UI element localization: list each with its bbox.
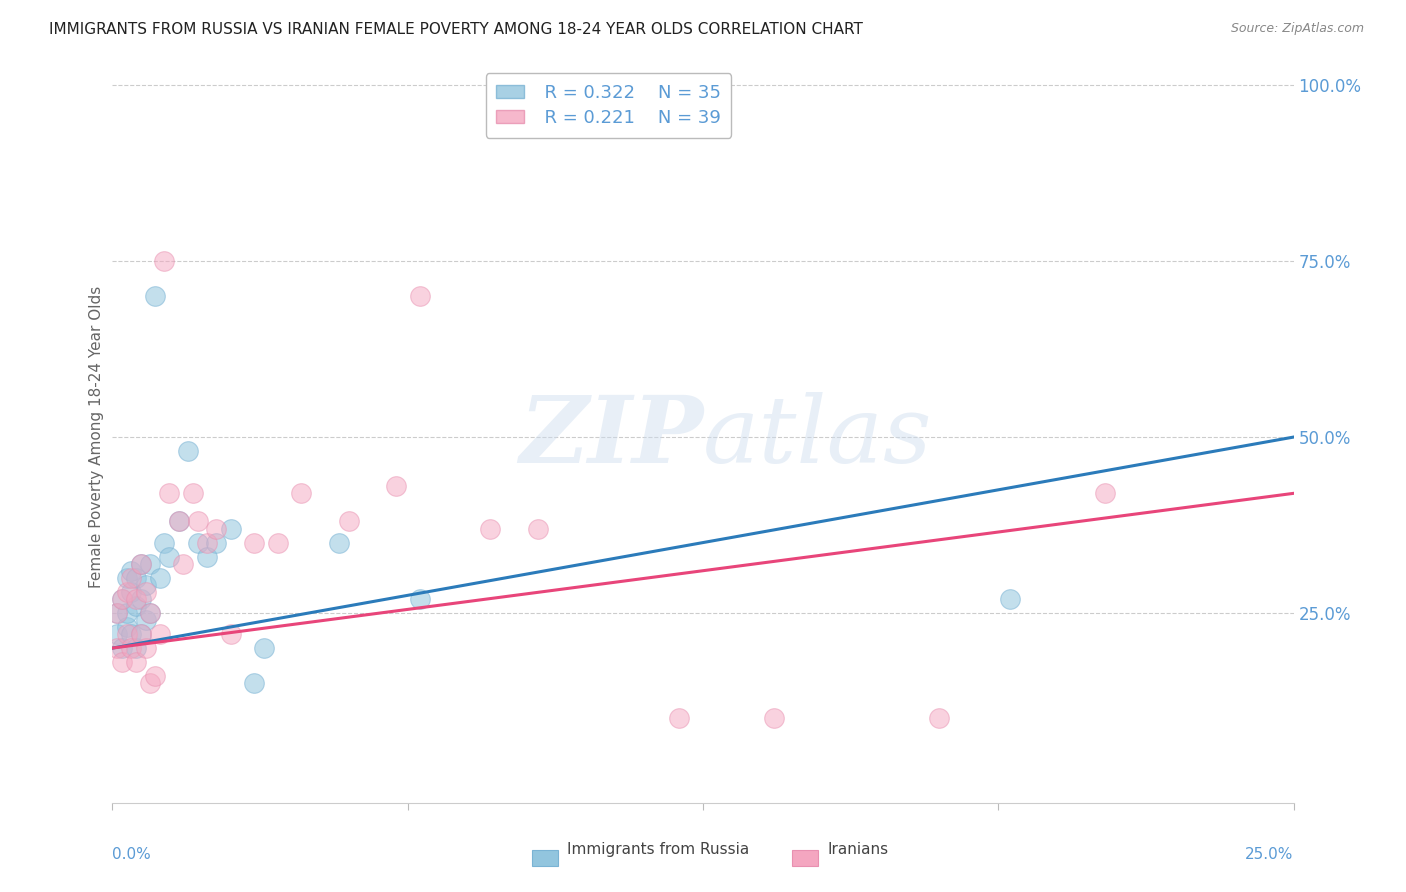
Point	[290, 486, 312, 500]
Point	[167, 515, 190, 529]
Point	[135, 641, 157, 656]
Point	[135, 584, 157, 599]
Point	[526, 521, 548, 535]
Point	[111, 591, 134, 606]
Point	[120, 584, 142, 599]
Y-axis label: Female Poverty Among 18-24 Year Olds: Female Poverty Among 18-24 Year Olds	[89, 286, 104, 588]
Text: Iranians: Iranians	[827, 842, 889, 857]
Point	[129, 557, 152, 571]
Point	[186, 535, 208, 549]
Point	[177, 444, 200, 458]
Point	[219, 627, 242, 641]
Point	[115, 571, 138, 585]
Point	[205, 535, 228, 549]
Point	[337, 515, 360, 529]
Point	[385, 479, 408, 493]
Point	[243, 535, 266, 549]
Point	[328, 535, 350, 549]
Point	[219, 521, 242, 535]
Point	[125, 641, 148, 656]
Point	[125, 571, 148, 585]
Point	[157, 486, 180, 500]
Point	[129, 591, 152, 606]
Point	[125, 591, 148, 606]
Point	[172, 557, 194, 571]
Point	[153, 535, 176, 549]
Point	[157, 549, 180, 564]
Point	[267, 535, 290, 549]
Point	[195, 535, 218, 549]
Point	[135, 578, 157, 592]
Point	[762, 711, 785, 725]
Point	[195, 549, 218, 564]
Point	[167, 515, 190, 529]
Point	[408, 591, 430, 606]
Point	[135, 613, 157, 627]
Point	[149, 571, 172, 585]
Point	[129, 557, 152, 571]
Point	[998, 591, 1021, 606]
Point	[125, 655, 148, 669]
Point	[153, 254, 176, 268]
Point	[115, 627, 138, 641]
Point	[105, 641, 128, 656]
Legend:   R = 0.322    N = 35,   R = 0.221    N = 39: R = 0.322 N = 35, R = 0.221 N = 39	[485, 73, 731, 138]
Point	[253, 641, 276, 656]
Point	[120, 641, 142, 656]
Point	[120, 564, 142, 578]
Point	[928, 711, 950, 725]
Text: Source: ZipAtlas.com: Source: ZipAtlas.com	[1230, 22, 1364, 36]
Point	[668, 711, 690, 725]
Point	[129, 627, 152, 641]
Point	[1094, 486, 1116, 500]
Point	[408, 289, 430, 303]
Point	[115, 620, 138, 634]
Point	[111, 591, 134, 606]
Text: atlas: atlas	[703, 392, 932, 482]
Point	[139, 557, 162, 571]
Point	[149, 627, 172, 641]
Point	[205, 521, 228, 535]
Point	[143, 669, 166, 683]
Point	[105, 606, 128, 620]
Text: 0.0%: 0.0%	[112, 847, 152, 862]
Point	[186, 515, 208, 529]
Text: IMMIGRANTS FROM RUSSIA VS IRANIAN FEMALE POVERTY AMONG 18-24 YEAR OLDS CORRELATI: IMMIGRANTS FROM RUSSIA VS IRANIAN FEMALE…	[49, 22, 863, 37]
Text: ZIP: ZIP	[519, 392, 703, 482]
FancyBboxPatch shape	[531, 849, 558, 866]
Point	[111, 641, 134, 656]
Point	[243, 676, 266, 690]
Point	[139, 606, 162, 620]
Point	[139, 676, 162, 690]
Point	[120, 627, 142, 641]
Text: 25.0%: 25.0%	[1246, 847, 1294, 862]
Point	[125, 599, 148, 613]
Point	[105, 606, 128, 620]
Point	[143, 289, 166, 303]
Point	[181, 486, 204, 500]
Point	[115, 584, 138, 599]
Point	[129, 627, 152, 641]
Point	[139, 606, 162, 620]
Point	[115, 606, 138, 620]
Point	[120, 571, 142, 585]
FancyBboxPatch shape	[792, 849, 817, 866]
Text: Immigrants from Russia: Immigrants from Russia	[567, 842, 749, 857]
Point	[105, 627, 128, 641]
Point	[479, 521, 502, 535]
Point	[111, 655, 134, 669]
